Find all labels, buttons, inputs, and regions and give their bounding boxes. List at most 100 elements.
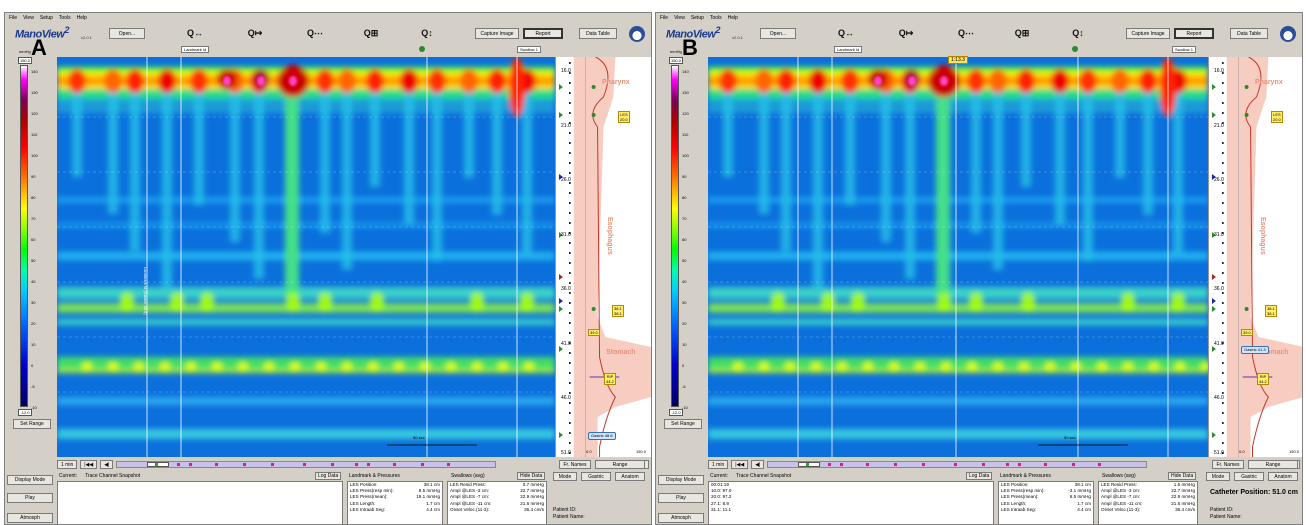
mode-button[interactable]: Mode [553, 472, 577, 481]
zoom-box-icon[interactable]: Q⊞ [363, 28, 379, 38]
display-mode-button[interactable]: Display Mode [7, 475, 53, 485]
zoom-out-horizontal-icon[interactable]: Q↦ [898, 28, 914, 38]
swallow-dot[interactable] [355, 463, 359, 466]
zoom-out-horizontal-icon[interactable]: Q↦ [247, 28, 263, 38]
capture-image-button[interactable]: Capture Image [475, 28, 519, 39]
menu-item-help[interactable]: Help [76, 15, 87, 21]
fr-names-button[interactable]: Fr. Names [1212, 460, 1244, 469]
swallow-dot[interactable] [331, 463, 335, 466]
hide-data-button[interactable]: Hide Data [517, 472, 546, 480]
les-box[interactable]: LES 20.0 [618, 111, 630, 123]
swallow-dot[interactable] [866, 463, 870, 466]
menu-item-tools[interactable]: Tools [709, 15, 722, 21]
fr-names-button[interactable]: Fr. Names [559, 460, 591, 469]
set-range-button[interactable]: Set Range [664, 419, 702, 429]
gastric-box[interactable]: Gastric 48.6 [588, 432, 616, 440]
zoom-reset-icon[interactable]: Q↕ [1072, 28, 1084, 38]
swallow-dot[interactable] [189, 463, 193, 466]
landmark-marker-icon[interactable] [419, 46, 425, 52]
capture-image-button[interactable]: Capture Image [1126, 28, 1170, 39]
gastric-button[interactable]: Gastric [1234, 472, 1264, 481]
atmosph-button[interactable]: Atmosph [7, 513, 53, 523]
swallow-dot[interactable] [1098, 463, 1102, 466]
atmosph-button[interactable]: Atmosph [658, 513, 704, 523]
gastric-box[interactable]: Gastric 41.3 [1241, 346, 1269, 354]
menu-item-setup[interactable]: Setup [39, 15, 53, 21]
log-box[interactable] [57, 481, 343, 524]
anatom-button[interactable]: Anatom [1268, 472, 1298, 481]
report-button[interactable]: Report [1174, 28, 1214, 39]
log-data-button[interactable]: Log Data [315, 472, 342, 480]
log-data-button[interactable]: Log Data [966, 472, 993, 480]
time-marker[interactable]: 1:13.3 [948, 56, 968, 64]
open-button[interactable]: Open... [760, 28, 796, 39]
box-39[interactable]: 39.0 [1241, 329, 1253, 336]
one-minute-button[interactable]: 1 min [57, 460, 78, 469]
zoom-in-horizontal-icon[interactable]: Q↔ [186, 28, 203, 38]
landmark-marker-icon[interactable] [1072, 46, 1078, 52]
anatom-button[interactable]: Anatom [615, 472, 645, 481]
swallow-dot[interactable] [894, 463, 898, 466]
swallow-dot[interactable] [447, 463, 451, 466]
open-button[interactable]: Open... [109, 28, 145, 39]
swallow-dot[interactable] [367, 463, 371, 466]
les-box[interactable]: LES 20.0 [1271, 111, 1283, 123]
one-minute-button[interactable]: 1 min [708, 460, 729, 469]
data-table-button[interactable]: Data Table [1230, 28, 1268, 39]
pressure-topography-plot[interactable]: 50 sec Landmark Id (Gastric 48.6) [57, 57, 555, 457]
timeline-strip[interactable] [116, 461, 497, 468]
swallow-dot[interactable] [1006, 463, 1010, 466]
play-button[interactable]: Play [658, 493, 704, 503]
swallow-dot[interactable] [828, 463, 832, 466]
step-back-icon[interactable]: ◀| [751, 460, 765, 469]
swallow-dot[interactable] [982, 463, 986, 466]
menu-item-help[interactable]: Help [727, 15, 738, 21]
gastric-button[interactable]: Gastric [581, 472, 611, 481]
zoom-fit-icon[interactable]: Q⋯ [306, 28, 323, 38]
anatomy-side-panel[interactable]: 16.0 21.0 26.0 31.0 36.0 41.0 46.0 51.0 Pharynx E… [555, 57, 651, 457]
rip-box[interactable]: RIP 44.2 [604, 373, 616, 385]
swallow-dot[interactable] [421, 463, 425, 466]
timeline-thumb[interactable] [147, 462, 170, 467]
report-button[interactable]: Report [523, 28, 563, 39]
swallow-dot[interactable] [922, 463, 926, 466]
pressure-topography-plot[interactable]: 50 sec [708, 57, 1208, 457]
swallow-dot[interactable] [840, 463, 844, 466]
colorbar[interactable]: 150.0 -12.0 140 130 120 110 100 90 80 70 60 50 40 3… [17, 57, 47, 417]
zoom-in-horizontal-icon[interactable]: Q↔ [837, 28, 854, 38]
swallow-dot[interactable] [271, 463, 275, 466]
colorbar-max[interactable]: 150.0 [18, 57, 32, 64]
swallow-dot[interactable] [1072, 463, 1076, 466]
swallow-dot[interactable] [1044, 463, 1048, 466]
display-mode-button[interactable]: Display Mode [658, 475, 704, 485]
les-lower-box[interactable]: 38.1 38.1 [1265, 305, 1277, 317]
colorbar-min[interactable]: -12.0 [18, 409, 32, 416]
set-range-button[interactable]: Set Range [13, 419, 51, 429]
swallow-dot[interactable] [177, 463, 181, 466]
mode-button[interactable]: Mode [1206, 472, 1230, 481]
menu-item-view[interactable]: View [23, 15, 34, 21]
swallow-dot[interactable] [243, 463, 247, 466]
timeline-thumb[interactable] [798, 462, 821, 467]
data-table-button[interactable]: Data Table [579, 28, 617, 39]
hide-data-button[interactable]: Hide Data [1168, 472, 1197, 480]
swallow-dot[interactable] [954, 463, 958, 466]
zoom-reset-icon[interactable]: Q↕ [421, 28, 433, 38]
menu-item-tools[interactable]: Tools [58, 15, 71, 21]
range-button[interactable]: Range [595, 460, 645, 469]
skip-start-icon[interactable]: |◀◀ [731, 460, 749, 469]
swallow-dot[interactable] [393, 463, 397, 466]
colorbar-max[interactable]: 150.0 [669, 57, 683, 64]
les-lower-box[interactable]: 38.1 38.1 [612, 305, 624, 317]
zoom-fit-icon[interactable]: Q⋯ [957, 28, 974, 38]
zoom-box-icon[interactable]: Q⊞ [1014, 28, 1030, 38]
swallow-dot[interactable] [1018, 463, 1022, 466]
swallow-dot[interactable] [303, 463, 307, 466]
colorbar[interactable]: 150.0 -12.0 140 130 120 110 100 90 80 70 60 50 40 3… [668, 57, 698, 417]
range-button[interactable]: Range [1248, 460, 1298, 469]
skip-start-icon[interactable]: |◀◀ [80, 460, 98, 469]
menu-item-file[interactable]: File [660, 15, 669, 21]
box-39[interactable]: 39.0 [588, 329, 600, 336]
swallow-dot[interactable] [215, 463, 219, 466]
play-button[interactable]: Play [7, 493, 53, 503]
